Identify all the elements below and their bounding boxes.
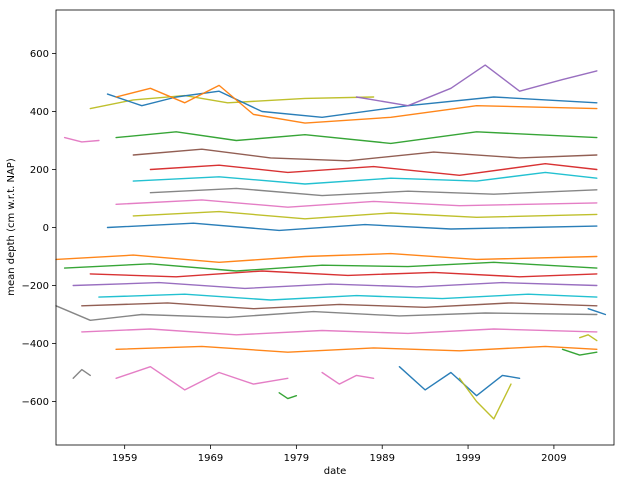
series-line-19 <box>55 305 598 321</box>
series-line-2 <box>106 90 598 119</box>
series-line-0 <box>63 136 100 143</box>
series-line-8 <box>132 171 598 185</box>
series-line-16 <box>72 281 598 290</box>
series-line-20 <box>81 328 598 336</box>
series-line-17 <box>98 293 598 301</box>
series-line-21 <box>115 345 598 353</box>
series-line-24 <box>278 392 298 400</box>
x-tick-label-5: 2009 <box>541 453 566 464</box>
series-line-7 <box>149 162 598 177</box>
series-line-9 <box>149 187 598 197</box>
y-tick-label-0: −600 <box>22 397 49 408</box>
series-line-14 <box>63 261 598 272</box>
series-line-15 <box>89 270 598 278</box>
series-line-29 <box>579 334 598 342</box>
y-tick-label-4: 200 <box>30 165 49 176</box>
series-line-25 <box>321 371 375 385</box>
series-line-4 <box>355 64 598 107</box>
series-line-23 <box>115 366 289 391</box>
y-tick-label-6: 600 <box>30 49 49 60</box>
y-axis-label: mean depth (cm w.r.t. NAP) <box>6 158 17 296</box>
series-line-18 <box>81 302 598 310</box>
y-tick-label-3: 0 <box>43 223 49 234</box>
series-line-28 <box>561 348 598 356</box>
x-tick-label-2: 1979 <box>284 453 309 464</box>
x-tick-label-4: 1999 <box>455 453 480 464</box>
x-axis: 1959 1969 1979 1989 1999 2009 <box>112 445 567 464</box>
series-line-6 <box>132 148 598 162</box>
x-tick-label-3: 1989 <box>369 453 394 464</box>
series-line-10 <box>115 199 598 208</box>
y-tick-label-2: −200 <box>22 281 49 292</box>
series-layer <box>55 64 607 420</box>
series-line-22 <box>72 368 92 379</box>
series-line-12 <box>106 222 598 232</box>
y-axis: −600 −400 −200 0 200 400 600 <box>22 49 56 408</box>
series-line-27 <box>458 377 512 420</box>
series-line-1 <box>89 94 375 110</box>
series-line-11 <box>132 210 598 220</box>
y-tick-label-1: −400 <box>22 339 49 350</box>
x-axis-label: date <box>324 466 347 477</box>
x-tick-label-1: 1969 <box>198 453 223 464</box>
series-line-30 <box>587 308 607 316</box>
x-tick-label-0: 1959 <box>112 453 137 464</box>
series-line-13 <box>55 252 598 263</box>
y-tick-label-5: 400 <box>30 107 49 118</box>
series-line-5 <box>115 131 598 145</box>
series-line-3 <box>115 84 598 124</box>
series-line-26 <box>398 366 521 397</box>
